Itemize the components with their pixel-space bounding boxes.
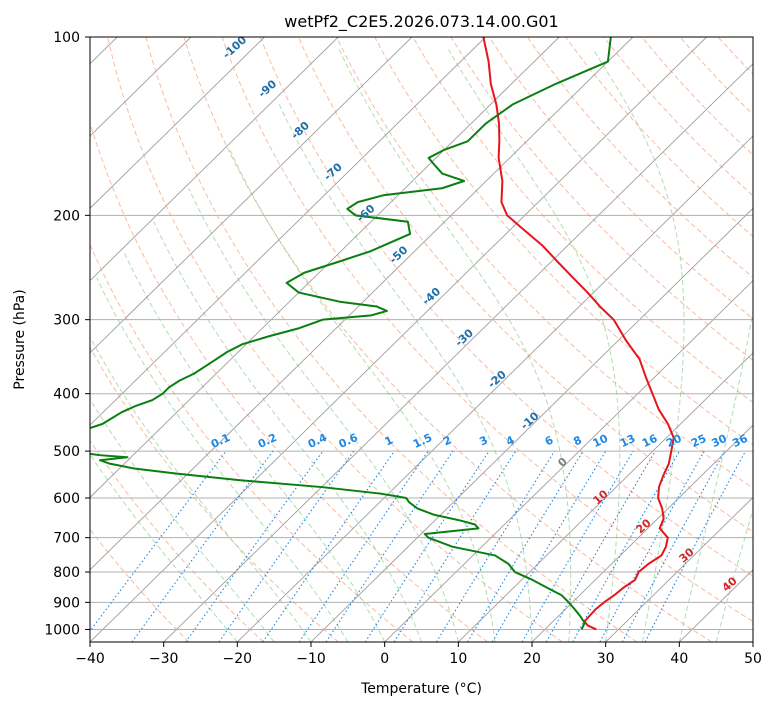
mixing-ratio-line: [90, 450, 227, 632]
isotherm-line: [90, 37, 560, 499]
dry-adiabat-line: [297, 37, 753, 533]
dry-adiabat-line: [90, 243, 414, 642]
y-tick-label: 200: [53, 208, 80, 224]
moist-adiabat-line: [229, 149, 496, 642]
isotherm-line: [384, 279, 753, 642]
moist-adiabat-line: [592, 49, 685, 642]
dry-adiabat-line: [603, 37, 753, 197]
isotherm-line: [458, 352, 753, 642]
mixing-ratio-label: 25: [689, 432, 708, 450]
mixing-ratio-line: [325, 450, 454, 642]
dry-adiabat-line: [259, 37, 753, 577]
x-tick-label: −30: [149, 651, 179, 667]
moist-adiabat-line: [90, 453, 238, 642]
isotherm-line: [90, 37, 265, 209]
moist-adiabat-line: [715, 507, 753, 642]
mixing-ratio-line: [393, 450, 517, 642]
mixing-ratio-line: [262, 450, 395, 642]
x-tick-label: −10: [296, 651, 326, 667]
dry-adiabat-line: [90, 346, 339, 642]
y-tick-label: 400: [53, 387, 80, 403]
y-axis-label: Pressure (hPa): [12, 289, 28, 389]
moist-adiabat-line: [153, 221, 422, 642]
x-axis: −40 −30 −20 −10 0 10 20 30 40 50: [75, 642, 762, 667]
moist-adiabat-line: [90, 398, 275, 642]
x-tick-label: 10: [449, 651, 467, 667]
dry-adiabat-line: [107, 37, 563, 642]
moist-adiabat-line: [90, 335, 312, 642]
y-tick-label: 300: [53, 313, 80, 329]
dry-adiabat-line: [488, 37, 753, 320]
moist-adiabat-line: [123, 251, 386, 642]
mixing-ratio-line: [435, 450, 556, 642]
moist-adiabat-line: [678, 308, 753, 642]
y-tick-label: 500: [53, 444, 80, 460]
y-axis: 1000 900 800 700 600 500 400 300 200 100: [44, 30, 90, 638]
x-tick-label: 50: [744, 651, 762, 667]
isotherm-line: [90, 37, 486, 426]
mixing-ratio-label: 36: [730, 432, 750, 450]
mixing-ratio-label: 30: [710, 432, 730, 450]
dewpoint-profile-line: [90, 37, 612, 630]
dry-adiabat-line: [90, 120, 488, 642]
x-tick-label: −20: [223, 651, 253, 667]
y-tick-label: 600: [53, 491, 80, 507]
isotherm-line: [237, 135, 753, 642]
x-tick-label: 20: [523, 651, 541, 667]
dry-adiabat-line: [183, 37, 712, 642]
mixing-ratio-line: [599, 450, 705, 642]
isotherm-line: [90, 37, 339, 282]
moist-adiabat-line: [338, 49, 572, 642]
isotherm-line: [90, 37, 707, 642]
background-lines: [90, 37, 753, 642]
mixing-ratio-line: [131, 450, 274, 642]
mixing-ratio-line: [621, 450, 726, 642]
y-tick-label: 800: [53, 565, 80, 581]
x-tick-label: 40: [670, 651, 688, 667]
isotherm-line: [163, 63, 753, 642]
chart-title: wetPf2_C2E5.2026.073.14.00.G01: [284, 12, 558, 32]
x-tick-label: 0: [380, 651, 389, 667]
isotherm-line: [90, 37, 413, 354]
moist-adiabat-line: [188, 188, 459, 642]
mixing-ratio-line: [467, 450, 584, 642]
dry-adiabat-line: [565, 37, 753, 238]
y-tick-label: 700: [53, 531, 80, 547]
isotherm-line: [531, 424, 753, 642]
x-axis-label: Temperature (°C): [360, 681, 482, 697]
data-lines: [90, 37, 675, 631]
isotherm-line: [605, 496, 753, 642]
x-tick-label: 30: [597, 651, 615, 667]
moist-adiabat-line: [448, 49, 621, 642]
temperature-profile-line: [482, 37, 675, 631]
moist-adiabat-line: [96, 277, 349, 642]
mixing-ratio-label: 13: [618, 432, 637, 450]
dry-adiabat-line: [336, 37, 753, 489]
plot-frame: [89, 36, 754, 643]
y-tick-label: 1000: [44, 622, 80, 638]
mixing-ratio-line: [364, 450, 490, 642]
mixing-ratio-line: [185, 450, 324, 642]
moist-adiabat-line: [278, 104, 533, 642]
y-tick-label: 900: [53, 595, 80, 611]
y-tick-label: 100: [53, 30, 80, 46]
mixing-ratio-line: [572, 450, 680, 642]
mixing-ratio-line: [298, 450, 429, 642]
mixing-ratio-label: 20: [664, 432, 684, 450]
isotherm-line: [310, 207, 753, 642]
mixing-ratio-line: [218, 450, 355, 642]
dry-adiabat-line: [90, 439, 264, 642]
mixing-ratio-label: 10: [591, 432, 611, 450]
x-tick-label: −40: [75, 651, 105, 667]
mixing-ratio-label: 16: [640, 432, 660, 450]
dry-adiabat-line: [450, 37, 753, 361]
isotherm-line: [90, 37, 634, 571]
dry-adiabat-line: [145, 37, 638, 642]
